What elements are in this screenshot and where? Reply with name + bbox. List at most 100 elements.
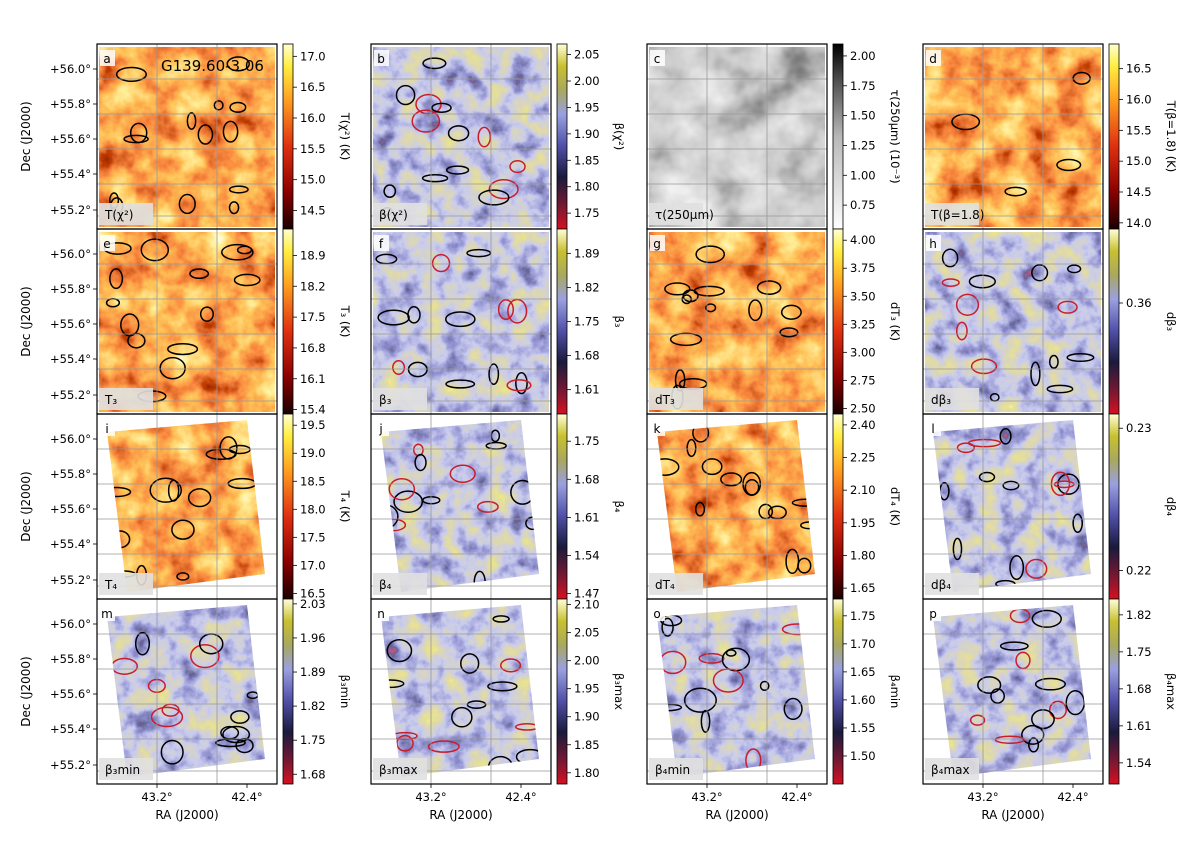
contour (785, 548, 800, 575)
colorbar-tick: 1.65 (850, 581, 876, 595)
map-label: T(β=1.8) (930, 208, 985, 222)
colorbar-tick: 1.89 (300, 665, 326, 679)
contour (941, 248, 959, 268)
colorbar-a: 17.0 16.5 16.0 15.5 15.0 14.5 T(χ²) (K) (282, 43, 352, 230)
contours-p (969, 608, 1086, 753)
contour (725, 649, 737, 657)
colorbar-tick: 1.96 (300, 631, 326, 645)
contour (759, 680, 770, 692)
panel-letter: o (653, 607, 660, 621)
contour (395, 84, 416, 106)
colorbar-tick: 2.75 (850, 373, 876, 387)
map-label: T(χ²) (104, 208, 133, 222)
colorbar-tick: 1.61 (574, 383, 600, 397)
contour (705, 303, 717, 313)
panel-frame (96, 598, 278, 785)
colorbar-tick: 18.5 (300, 474, 326, 488)
colorbar-tick: 4.00 (850, 233, 876, 247)
colorbar-tick: 1.61 (574, 510, 600, 524)
dec-tick: +55.8° (50, 652, 91, 666)
colorbar-tick: 2.10 (574, 598, 600, 612)
contour (422, 57, 447, 70)
colorbar-tick: 1.68 (300, 767, 326, 781)
contour (160, 739, 184, 765)
colorbar-tick: 1.89 (574, 246, 600, 260)
dec-tick: +55.6° (50, 132, 91, 146)
contours-h (941, 248, 1095, 402)
panel-i: i T₄ 19.5 19.0 18.5 18.0 17.5 17.0 16.5 T₄ (K) (96, 413, 352, 600)
contour (255, 431, 265, 440)
colorbar-tick: 1.75 (574, 434, 600, 448)
map-label: β₃min (105, 763, 140, 777)
contour (779, 327, 799, 338)
contour (977, 676, 1002, 694)
contour (497, 299, 515, 321)
colorbar-label: β₄ (612, 501, 626, 513)
dec-tick: +55.8° (50, 97, 91, 111)
colorbar-tick: 16.5 (300, 586, 326, 600)
panel-letter: n (377, 607, 385, 621)
contour (392, 360, 406, 375)
colorbar-tick: 1.85 (574, 738, 600, 752)
map-label: T₄ (104, 578, 117, 592)
colorbar-tick: 2.00 (574, 74, 600, 88)
contour (226, 56, 250, 72)
colorbar-tick: 17.0 (300, 49, 326, 63)
colorbar-tick: 3.25 (850, 317, 876, 331)
colorbar-tick: 2.05 (574, 626, 600, 640)
contour (460, 653, 480, 674)
panel-letter: b (377, 52, 385, 66)
ra-axis-label: RA (J2000) (981, 808, 1044, 822)
contour (477, 126, 492, 148)
colorbar-label: β₄max (1164, 673, 1178, 710)
dec-tick: +55.6° (50, 687, 91, 701)
panel-o: o β₄min 1.75 1.70 1.65 1.60 1.55 1.50 β₄min (646, 598, 902, 785)
colorbar-tick: 2.10 (850, 483, 876, 497)
contour (178, 193, 196, 215)
contour (1031, 264, 1049, 282)
colorbar-tick: 2.05 (574, 48, 600, 62)
colorbar-tick: 16.8 (300, 341, 326, 355)
contour (383, 184, 397, 199)
colorbar-tick: 1.54 (1126, 756, 1152, 770)
colorbar-tick: 15.5 (300, 142, 326, 156)
map-label: dβ₃ (931, 393, 951, 407)
colorbar-d: 16.5 16.0 15.5 15.0 14.5 14.0 T(β=1.8) (K) (1108, 43, 1178, 230)
colorbar-tick: 1.95 (850, 516, 876, 530)
panel-letter: i (105, 422, 108, 436)
contour (955, 321, 968, 341)
contour (447, 125, 470, 142)
colorbar-tick: 1.54 (574, 548, 600, 562)
contour (120, 313, 140, 337)
heatmap-n (381, 605, 539, 777)
dec-tick: +55.2° (50, 573, 91, 587)
colorbar-tick: 1.55 (850, 721, 876, 735)
ra-tick: 43.2° (141, 790, 172, 804)
contour (396, 734, 414, 752)
colorbar-o: 1.75 1.70 1.65 1.60 1.55 1.50 β₄min (832, 598, 902, 785)
ra-tick: 42.4° (231, 790, 262, 804)
contour (506, 379, 532, 392)
contour (968, 274, 996, 289)
contour (999, 641, 1029, 651)
contour (171, 519, 195, 540)
colorbar-label: dβ₃ (1164, 312, 1178, 332)
contour (970, 358, 998, 375)
contour (123, 134, 149, 144)
panel-letter: d (929, 52, 937, 66)
dec-tick: +56.0° (50, 62, 91, 76)
contour (176, 572, 190, 581)
panel-grid: a T(χ²) 17.0 16.5 16.0 15.5 15.0 14.5 T(χ²) (K) b… (96, 43, 1178, 785)
dec-axis-row-3: +56.0° +55.8° +55.6° +55.4° +55.2° Dec (J2000… (19, 432, 97, 587)
ra-tick: 43.2° (415, 790, 446, 804)
colorbar-tick: 1.61 (1126, 719, 1152, 733)
colorbar-l: 0.23 0.22 dβ₄ (1108, 413, 1178, 600)
colorbar-tick: 1.85 (574, 153, 600, 167)
dec-axis-row-4: +56.0° +55.8° +55.6° +55.4° +55.2° Dec (J2000… (19, 617, 97, 772)
contour (107, 486, 132, 498)
contour (956, 442, 975, 454)
contour (994, 735, 1026, 744)
colorbar-tick: 1.75 (300, 733, 326, 747)
contour (427, 740, 460, 753)
